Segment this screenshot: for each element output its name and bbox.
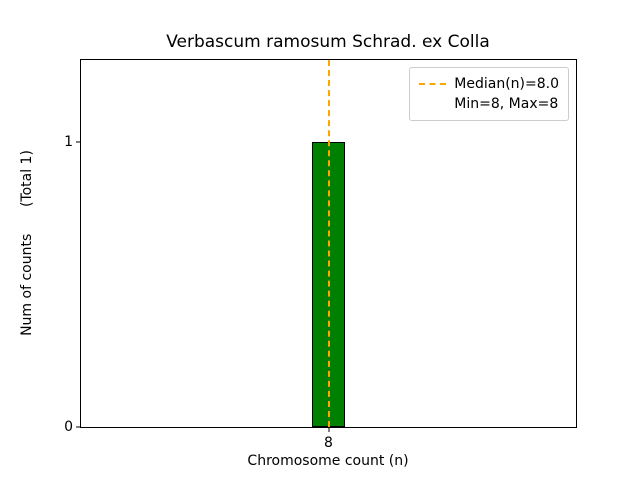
legend-label-median: Median(n)=8.0 bbox=[454, 76, 559, 92]
median-dash-icon bbox=[419, 83, 447, 85]
y-axis-label: Num of counts (Total 1) bbox=[19, 150, 35, 336]
x-tick-mark bbox=[328, 428, 329, 432]
legend-entry-minmax: Min=8, Max=8 bbox=[419, 94, 559, 114]
x-tick-label: 8 bbox=[324, 435, 333, 451]
chart-title: Verbascum ramosum Schrad. ex Colla bbox=[166, 32, 490, 52]
y-tick-mark-1 bbox=[76, 141, 80, 143]
legend-label-minmax: Min=8, Max=8 bbox=[454, 96, 559, 112]
legend-entry-median: Median(n)=8.0 bbox=[419, 74, 559, 94]
y-tick-mark-0 bbox=[76, 426, 80, 428]
x-axis-label: Chromosome count (n) bbox=[247, 453, 409, 469]
legend-spacer bbox=[419, 103, 446, 105]
legend: Median(n)=8.0 Min=8, Max=8 bbox=[409, 67, 569, 121]
median-line bbox=[327, 60, 330, 427]
plot-area: Median(n)=8.0 Min=8, Max=8 1 0 8 bbox=[64, 59, 577, 451]
y-tick-label-0: 0 bbox=[64, 419, 73, 435]
y-tick-label-1: 1 bbox=[64, 133, 73, 150]
